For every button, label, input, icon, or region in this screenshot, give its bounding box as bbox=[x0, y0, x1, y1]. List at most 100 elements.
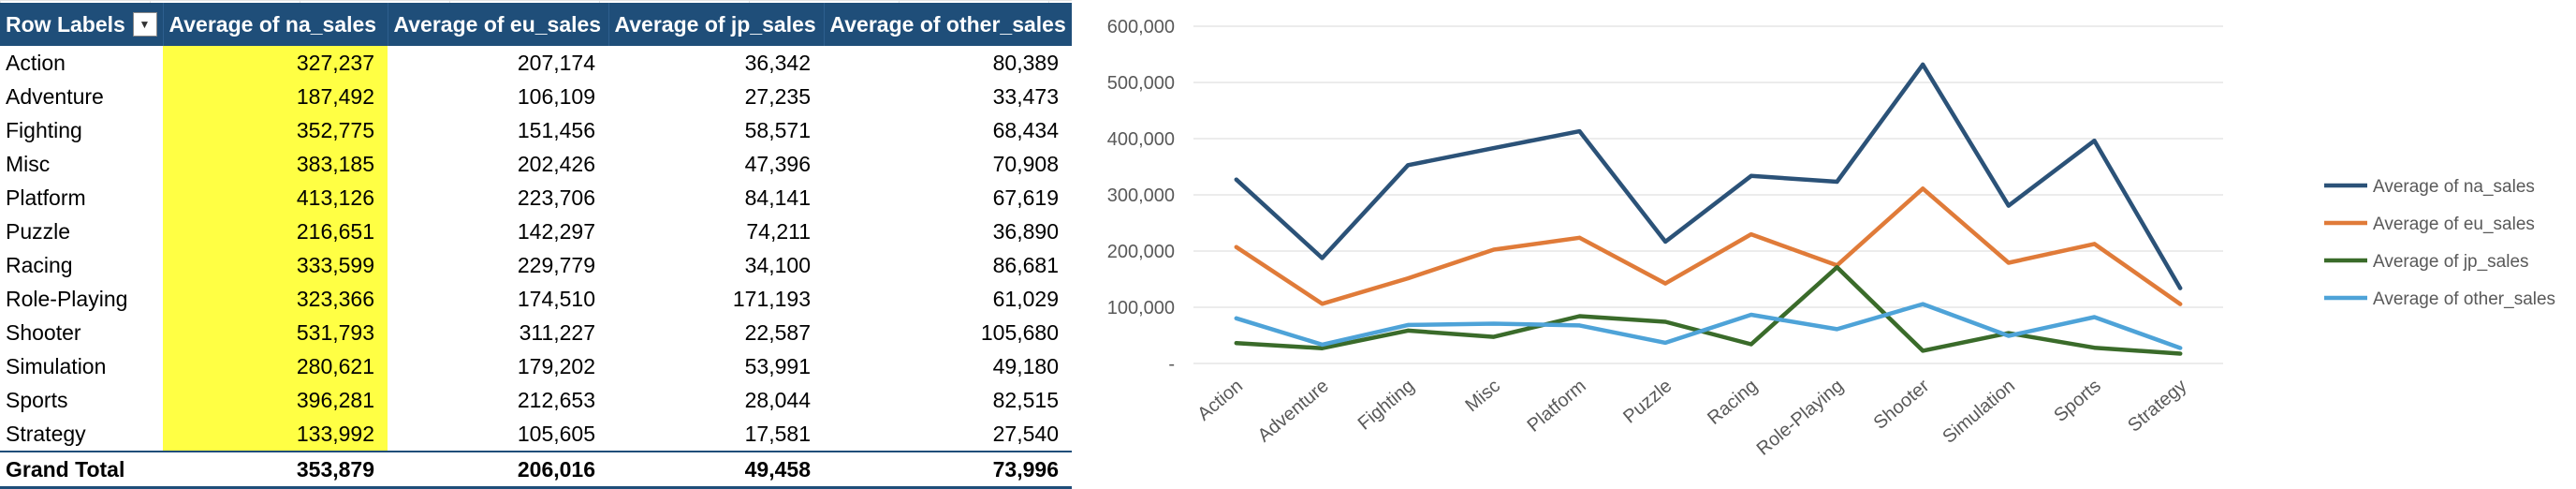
data-point bbox=[1921, 186, 1925, 191]
value-cell-na[interactable]: 396,281 bbox=[163, 383, 388, 417]
value-cell-na[interactable]: 333,599 bbox=[163, 248, 388, 282]
value-cell-other[interactable]: 49,180 bbox=[992, 353, 1059, 378]
value-cell-eu[interactable]: 311,227 bbox=[519, 319, 595, 345]
value-cell-jp[interactable]: 17,581 bbox=[744, 421, 811, 446]
value-cell-other[interactable]: 27,540 bbox=[992, 421, 1059, 446]
value-cell-jp[interactable]: 74,211 bbox=[746, 218, 811, 244]
value-cell-other[interactable]: 86,681 bbox=[992, 252, 1059, 277]
value-cell-other[interactable]: 61,029 bbox=[992, 286, 1059, 311]
table-row[interactable]: Fighting 352,775 151,456 58,571 68,434 bbox=[0, 113, 1072, 147]
value-cell-other[interactable]: 68,434 bbox=[992, 117, 1059, 142]
data-point bbox=[2178, 351, 2183, 356]
value-cell-other[interactable]: 82,515 bbox=[992, 387, 1059, 412]
grand-total-eu[interactable]: 206,016 bbox=[388, 451, 608, 489]
row-label-cell[interactable]: Simulation bbox=[6, 353, 107, 378]
value-cell-eu[interactable]: 207,174 bbox=[517, 50, 595, 75]
value-cell-jp[interactable]: 22,587 bbox=[744, 319, 811, 345]
header-other-sales[interactable]: Average of other_sales bbox=[824, 3, 1073, 46]
value-cell-eu[interactable]: 105,605 bbox=[517, 421, 595, 446]
value-cell-na[interactable]: 133,992 bbox=[163, 417, 388, 452]
table-row[interactable]: Adventure 187,492 106,109 27,235 33,473 bbox=[0, 80, 1072, 113]
value-cell-eu[interactable]: 179,202 bbox=[517, 353, 595, 378]
header-na-sales[interactable]: Average of na_sales bbox=[163, 3, 388, 46]
table-row[interactable]: Racing 333,599 229,779 34,100 86,681 bbox=[0, 248, 1072, 282]
row-label-cell[interactable]: Misc bbox=[6, 151, 51, 176]
header-eu-sales[interactable]: Average of eu_sales bbox=[388, 3, 609, 46]
row-label-cell[interactable]: Sports bbox=[6, 387, 68, 412]
row-label-cell[interactable]: Role-Playing bbox=[6, 286, 128, 311]
table-row[interactable]: Misc 383,185 202,426 47,396 70,908 bbox=[0, 147, 1072, 181]
grand-total-na[interactable]: 353,879 bbox=[163, 451, 388, 489]
value-cell-eu[interactable]: 151,456 bbox=[517, 117, 595, 142]
value-cell-other[interactable]: 67,619 bbox=[992, 185, 1059, 210]
value-cell-other[interactable]: 80,389 bbox=[992, 50, 1059, 75]
table-row[interactable]: Simulation 280,621 179,202 53,991 49,180 bbox=[0, 349, 1072, 383]
value-cell-na[interactable]: 413,126 bbox=[163, 181, 388, 215]
grand-total-row[interactable]: Grand Total 353,879 206,016 49,458 73,99… bbox=[0, 451, 1072, 489]
value-cell-jp[interactable]: 36,342 bbox=[744, 50, 811, 75]
sales-line-chart[interactable]: - 100,000 200,000 300,000 400,000 500,000 600,… bbox=[1072, 0, 2576, 483]
value-cell-na[interactable]: 383,185 bbox=[163, 147, 388, 181]
value-cell-eu[interactable]: 202,426 bbox=[517, 151, 595, 176]
data-point bbox=[1491, 247, 1496, 252]
value-cell-eu[interactable]: 106,109 bbox=[517, 83, 595, 109]
value-cell-na[interactable]: 531,793 bbox=[163, 316, 388, 349]
table-row[interactable]: Sports 396,281 212,653 28,044 82,515 bbox=[0, 383, 1072, 417]
value-cell-eu[interactable]: 223,706 bbox=[517, 185, 595, 210]
value-cell-jp[interactable]: 58,571 bbox=[744, 117, 811, 142]
value-cell-other[interactable]: 36,890 bbox=[992, 218, 1059, 244]
data-point bbox=[1406, 276, 1411, 281]
row-label-cell[interactable]: Adventure bbox=[6, 83, 104, 109]
row-label-cell[interactable]: Strategy bbox=[6, 421, 86, 446]
table-row[interactable]: Puzzle 216,651 142,297 74,211 36,890 bbox=[0, 215, 1072, 248]
value-cell-na[interactable]: 216,651 bbox=[163, 215, 388, 248]
data-point bbox=[1749, 173, 1753, 178]
table-row[interactable]: Strategy 133,992 105,605 17,581 27,540 bbox=[0, 417, 1072, 452]
value-cell-jp[interactable]: 34,100 bbox=[744, 252, 811, 277]
data-point bbox=[1749, 232, 1753, 237]
value-cell-eu[interactable]: 229,779 bbox=[517, 252, 595, 277]
table-row[interactable]: Platform 413,126 223,706 84,141 67,619 bbox=[0, 181, 1072, 215]
row-label-cell[interactable]: Racing bbox=[6, 252, 73, 277]
row-label-cell[interactable]: Fighting bbox=[6, 117, 82, 142]
value-cell-eu[interactable]: 174,510 bbox=[517, 286, 595, 311]
value-cell-na[interactable]: 352,775 bbox=[163, 113, 388, 147]
grand-total-other[interactable]: 73,996 bbox=[824, 451, 1072, 489]
table-row[interactable]: Role-Playing 323,366 174,510 171,193 61,029 bbox=[0, 282, 1072, 316]
y-tick-label: - bbox=[1168, 354, 1175, 375]
row-label-cell[interactable]: Puzzle bbox=[6, 218, 71, 244]
legend-label: Average of jp_sales bbox=[2373, 252, 2529, 272]
value-cell-na[interactable]: 327,237 bbox=[163, 46, 388, 80]
value-cell-na[interactable]: 187,492 bbox=[163, 80, 388, 113]
value-cell-jp[interactable]: 27,235 bbox=[744, 83, 811, 109]
header-jp-sales[interactable]: Average of jp_sales bbox=[608, 3, 825, 46]
value-cell-jp[interactable]: 47,396 bbox=[744, 151, 811, 176]
row-label-cell[interactable]: Shooter bbox=[6, 319, 81, 345]
filter-dropdown-button[interactable]: ▼ bbox=[132, 12, 157, 37]
series-line-0 bbox=[1234, 62, 2183, 290]
value-cell-na[interactable]: 280,621 bbox=[163, 349, 388, 383]
value-cell-other[interactable]: 33,473 bbox=[992, 83, 1059, 109]
row-label-cell[interactable]: Action bbox=[6, 50, 66, 75]
grand-total-label[interactable]: Grand Total bbox=[0, 451, 163, 489]
table-row[interactable]: Action 327,237 207,174 36,342 80,389 bbox=[0, 46, 1072, 80]
x-tick-label: Platform bbox=[1524, 376, 1590, 437]
table-row[interactable]: Shooter 531,793 311,227 22,587 105,680 bbox=[0, 316, 1072, 349]
value-cell-na[interactable]: 323,366 bbox=[163, 282, 388, 316]
series-line-3 bbox=[1234, 302, 2183, 350]
data-point bbox=[1835, 179, 1839, 184]
value-cell-jp[interactable]: 84,141 bbox=[744, 185, 811, 210]
data-point bbox=[1663, 340, 1668, 345]
data-point bbox=[1406, 328, 1411, 333]
value-cell-other[interactable]: 105,680 bbox=[980, 319, 1059, 345]
value-cell-jp[interactable]: 53,991 bbox=[744, 353, 811, 378]
header-row-labels-text: Row Labels bbox=[6, 11, 125, 37]
grand-total-jp[interactable]: 49,458 bbox=[608, 451, 824, 489]
data-point bbox=[1835, 327, 1839, 332]
value-cell-jp[interactable]: 28,044 bbox=[744, 387, 811, 412]
value-cell-eu[interactable]: 142,297 bbox=[517, 218, 595, 244]
value-cell-other[interactable]: 70,908 bbox=[992, 151, 1059, 176]
value-cell-eu[interactable]: 212,653 bbox=[517, 387, 595, 412]
row-label-cell[interactable]: Platform bbox=[6, 185, 86, 210]
value-cell-jp[interactable]: 171,193 bbox=[732, 286, 811, 311]
